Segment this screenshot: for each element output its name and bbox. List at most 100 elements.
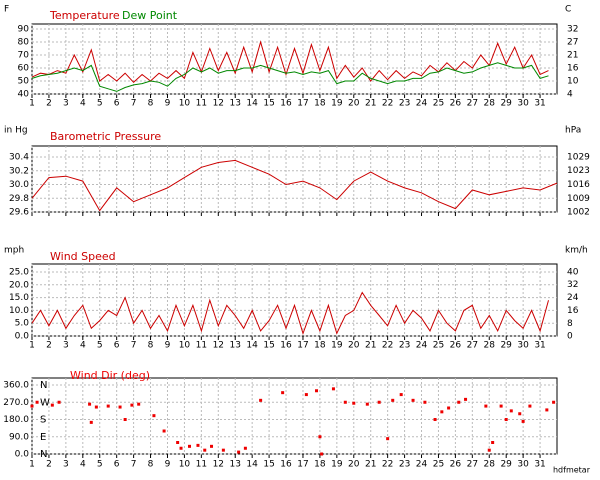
plot-area [31, 263, 558, 337]
series-line [31, 291, 549, 335]
x-tick-label: 12 [213, 341, 224, 351]
x-tick-label: 13 [229, 99, 240, 109]
x-tick-label: 16 [280, 460, 292, 470]
x-tick-label: 2 [46, 99, 52, 109]
wind-dir-point [545, 408, 549, 412]
wind-dir-point [447, 406, 451, 410]
x-tick-label: 27 [467, 460, 478, 470]
series-line [31, 40, 549, 84]
x-tick-label: 6 [114, 460, 120, 470]
plot-area [31, 377, 558, 455]
x-tick-label: 23 [399, 99, 410, 109]
series-line [31, 62, 549, 92]
y-tick-label: 15.0 [9, 293, 29, 303]
x-tick-label: 3 [63, 99, 69, 109]
x-tick-label: 22 [382, 99, 393, 109]
x-tick-label: 16 [280, 341, 292, 351]
x-tick-label: 1 [29, 99, 35, 109]
wind-dir-point [176, 441, 180, 444]
x-tick-label: 12 [213, 99, 224, 109]
wind-dir-point [457, 400, 461, 404]
x-tick-label: 14 [246, 99, 258, 109]
wind-dir-point [315, 389, 319, 393]
wind-dir-point [331, 387, 335, 391]
x-tick-label: 30 [517, 460, 529, 470]
wind-dir-point [179, 446, 183, 450]
y2-tick-label: 32 [567, 25, 578, 35]
y2-tick-label: 24 [567, 293, 579, 303]
wind-dir-point [130, 403, 134, 407]
direction-label: S [40, 415, 46, 426]
x-tick-label: 9 [165, 460, 171, 470]
x-tick-label: 31 [534, 460, 545, 470]
x-tick-label: 8 [148, 99, 154, 109]
x-tick-label: 7 [131, 99, 137, 109]
legend-entry: Temperature [49, 9, 120, 22]
x-tick-label: 21 [365, 99, 376, 109]
x-tick-label: 3 [63, 341, 69, 351]
y2-tick-label: 1023 [567, 166, 590, 176]
x-tick-label: 8 [148, 460, 154, 470]
y-unit: in Hg [4, 126, 28, 136]
wind-dir-point [94, 405, 98, 409]
wind-dir-point [320, 452, 324, 456]
x-tick-label: 19 [331, 460, 343, 470]
direction-label: E [40, 432, 46, 443]
x-tick-label: 23 [399, 460, 410, 470]
x-tick-label: 2 [46, 460, 52, 470]
x-tick-label: 26 [450, 341, 462, 351]
wind-dir-point [411, 398, 415, 402]
y-tick-label: 29.8 [9, 194, 29, 204]
x-tick-label: 7 [131, 460, 137, 470]
wind-dir-point [259, 398, 263, 402]
wind-dir-point [162, 429, 166, 433]
x-tick-label: 18 [314, 460, 326, 470]
x-tick-label: 28 [484, 99, 496, 109]
x-tick-label: 10 [179, 460, 191, 470]
y2-tick-label: 10 [567, 76, 579, 86]
x-tick-label: 5 [97, 99, 103, 109]
chart-title: Barometric Pressure [50, 130, 161, 143]
wind-dir-point [484, 404, 488, 408]
x-tick-label: 21 [365, 460, 376, 470]
wind-dir-point [518, 412, 522, 416]
wind-dir-point [521, 419, 525, 423]
x-tick-label: 29 [500, 99, 512, 109]
x-tick-label: 18 [314, 99, 326, 109]
y2-tick-label: 0 [567, 332, 573, 342]
x-tick-label: 24 [416, 460, 428, 470]
wind-dir-point [552, 400, 556, 404]
x-tick-label: 9 [165, 341, 171, 351]
y-tick-label: 30.2 [9, 166, 29, 176]
y-tick-label: 90 [18, 25, 30, 35]
y2-unit: hPa [565, 126, 581, 136]
x-tick-label: 25 [433, 99, 444, 109]
y-tick-label: 30.0 [9, 180, 29, 190]
x-tick-label: 6 [114, 341, 120, 351]
x-tick-label: 25 [433, 460, 444, 470]
wind-dir-point [123, 418, 127, 421]
wind-dir-point [137, 402, 141, 406]
x-tick-label: 15 [263, 460, 274, 470]
y-tick-label: 70 [18, 51, 30, 61]
wind-dir-point [118, 405, 122, 409]
y2-tick-label: 1009 [567, 194, 590, 204]
y2-tick-label: 16 [567, 306, 579, 316]
y-tick-label: 270.0 [3, 398, 29, 408]
x-tick-label: 7 [131, 341, 137, 351]
x-tick-label: 20 [348, 99, 360, 109]
x-tick-label: 28 [484, 460, 496, 470]
wind-dir-point [237, 450, 241, 454]
x-tick-label: 31 [534, 99, 545, 109]
x-tick-label: 22 [382, 341, 393, 351]
wind-dir-point [491, 441, 495, 444]
wind-dir-point [188, 444, 191, 448]
wind-dir-point [352, 401, 356, 405]
x-tick-label: 17 [297, 99, 308, 109]
direction-label: N [40, 380, 47, 391]
y-tick-label: 25.0 [9, 268, 29, 278]
y-tick-label: 29.6 [9, 208, 29, 218]
x-tick-label: 11 [196, 341, 207, 351]
x-tick-label: 29 [500, 341, 512, 351]
